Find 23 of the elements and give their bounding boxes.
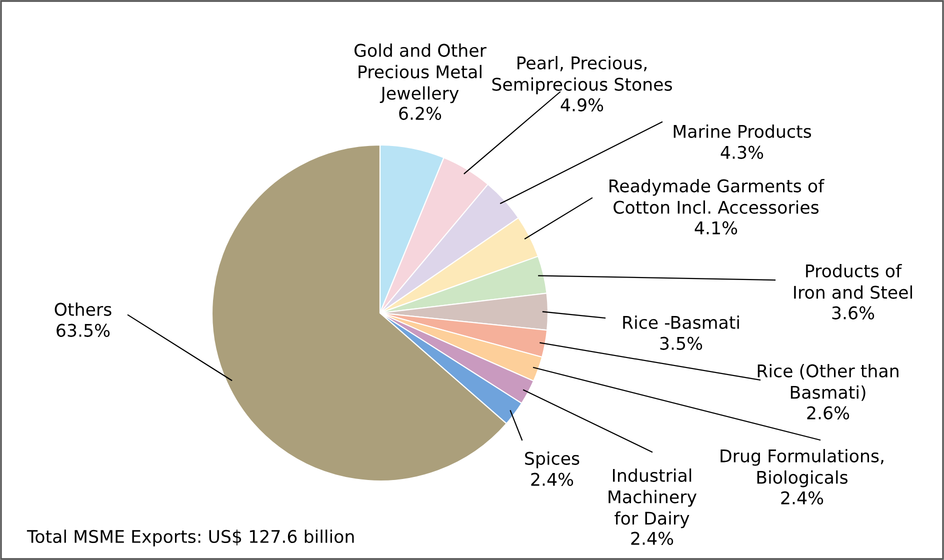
data-label: 2.4% xyxy=(781,491,824,504)
data-label: 6.2% xyxy=(399,106,442,120)
slice-label: Industrial Machinery for Dairy xyxy=(608,468,697,528)
slice-label: Others xyxy=(54,302,112,316)
slice-label: Marine Products xyxy=(674,124,812,138)
data-label: 3.5% xyxy=(660,336,702,350)
slice-label: Gold and Other Precious Metal Jewellery xyxy=(354,44,486,104)
data-label: 4.9% xyxy=(560,98,604,112)
slice-label: Spices xyxy=(525,452,580,468)
slice-label: Products of Iron and Steel xyxy=(794,264,912,299)
data-label: 4.1% xyxy=(694,221,738,234)
data-label: 3.6% xyxy=(832,306,874,320)
data-label: 63.5% xyxy=(56,324,110,337)
data-label: 2.4% xyxy=(631,532,674,545)
slice-label: Readymade Garments of Cotton Incl. Accessories xyxy=(610,179,824,214)
data-label: 2.6% xyxy=(807,406,850,420)
slice-label: Rice (Other than Basmati) xyxy=(758,364,898,401)
slice-label: Pearl, Precious, Semiprecious Stones xyxy=(492,56,672,94)
slice-label: Drug Formulations, Biologicals xyxy=(720,449,884,488)
data-label: 4.3% xyxy=(720,146,764,159)
data-label: 2.4% xyxy=(531,472,574,486)
slice-label: Rice -Basmati xyxy=(623,316,739,329)
text: Total MSME Exports: US$ 127.6 billion xyxy=(26,530,354,546)
